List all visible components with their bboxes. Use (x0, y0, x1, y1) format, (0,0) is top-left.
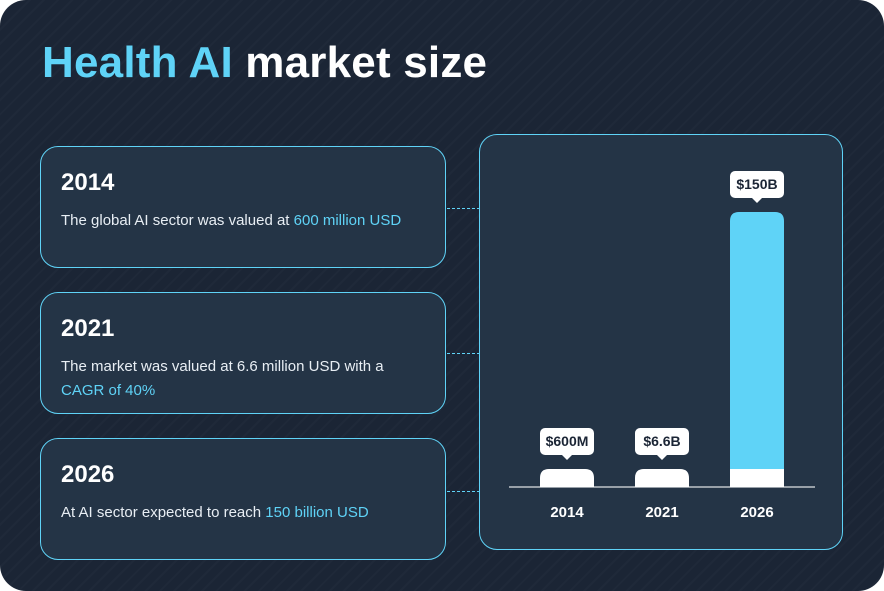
dashed-connector (447, 353, 480, 354)
info-card-text: The global AI sector was valued at (61, 212, 294, 229)
bar-base-2026 (730, 469, 784, 487)
info-card-year: 2026 (61, 461, 115, 488)
value-label-pointer (562, 455, 572, 460)
x-tick-label: 2026 (740, 504, 773, 521)
value-label-pointer (752, 198, 762, 203)
bar-2014 (540, 469, 594, 487)
info-card-description: The market was valued at 6.6 million USD… (61, 355, 425, 403)
info-card-description: The global AI sector was valued at 600 m… (61, 209, 425, 233)
title-highlight: Health AI (42, 38, 233, 87)
dashed-connector (447, 491, 480, 492)
value-label-box (540, 428, 594, 455)
title-rest: market size (232, 38, 488, 87)
info-card-text: The market was valued at 6.6 million USD… (61, 358, 384, 375)
info-card-2026: 2026 At AI sector expected to reach 150 … (40, 438, 446, 560)
value-label: $600M (546, 433, 589, 449)
info-card-text: At AI sector expected to reach (61, 504, 266, 521)
value-label: $150B (736, 176, 777, 192)
bar-2026 (730, 212, 784, 487)
info-card-description: At AI sector expected to reach 150 billi… (61, 501, 425, 525)
info-card-year: 2014 (61, 169, 115, 196)
chart-panel: $600M 2014 $6.6B 2021 $150B 2026 (479, 134, 843, 550)
info-card-year: 2021 (61, 315, 115, 342)
info-card-2014: 2014 The global AI sector was valued at … (40, 146, 446, 268)
page-title: Health AI market size (42, 38, 487, 88)
value-label: $6.6B (643, 433, 680, 449)
value-label-box (730, 171, 784, 198)
info-card-2021: 2021 The market was valued at 6.6 millio… (40, 292, 446, 414)
x-tick-label: 2021 (645, 504, 678, 521)
bar-chart: $600M 2014 $6.6B 2021 $150B 2026 (509, 171, 815, 521)
bar-2021 (635, 469, 689, 487)
x-tick-label: 2014 (550, 504, 584, 521)
info-card-highlight: CAGR of 40% (61, 382, 156, 399)
value-label-box (635, 428, 689, 455)
value-label-pointer (657, 455, 667, 460)
dashed-connector (447, 208, 480, 209)
info-card-highlight: 150 billion USD (265, 504, 369, 521)
info-card-highlight: 600 million USD (293, 212, 402, 229)
